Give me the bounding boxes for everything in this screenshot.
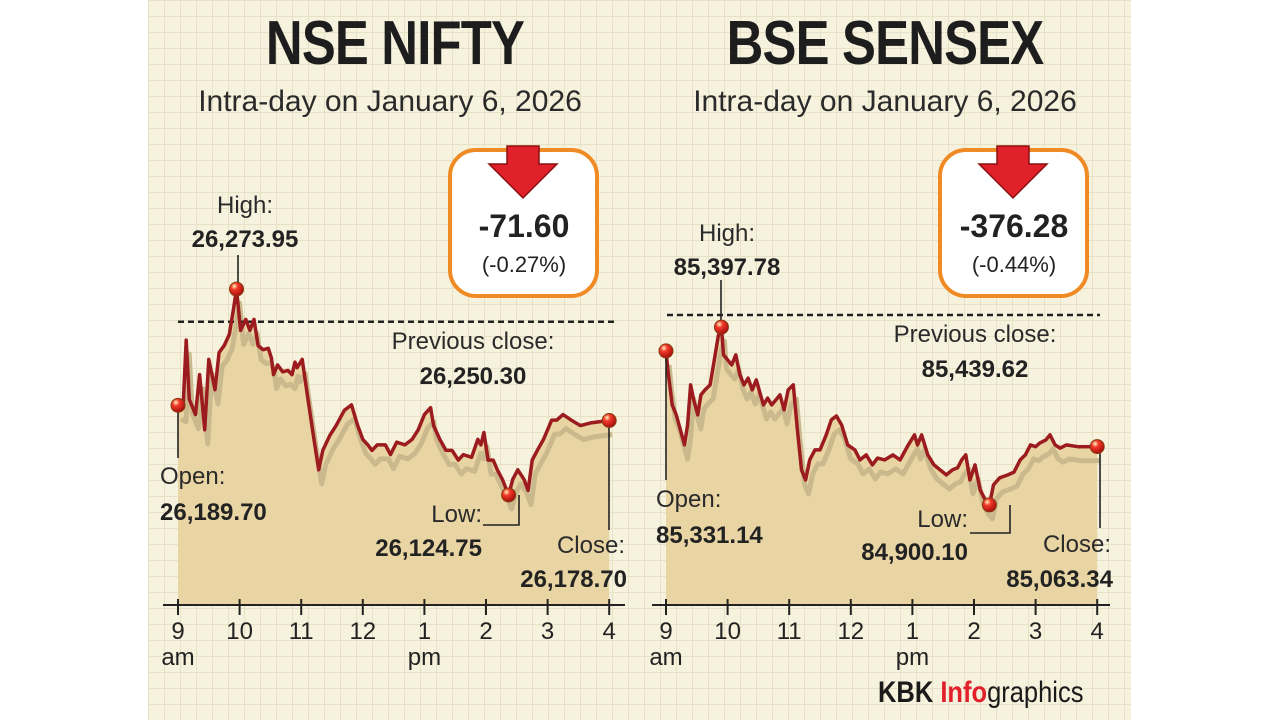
sensex-title: BSE SENSEX <box>726 9 1045 78</box>
sensex-down-arrow-icon <box>977 145 1049 200</box>
nifty-prev-close-value: 26,250.30 <box>419 363 527 390</box>
sensex-change-percent: (-0.44%) <box>971 252 1057 277</box>
sensex-area <box>666 327 1098 605</box>
kbk-infographics-logo: KBK Infographics <box>878 676 1083 710</box>
nifty-high-marker <box>229 281 245 297</box>
nifty-subtitle: Intra-day on January 6, 2026 <box>198 85 582 118</box>
sensex-change-points: -376.28 <box>959 208 1069 244</box>
logo-kbk: KBK <box>878 676 934 709</box>
sensex-high-marker <box>713 319 729 335</box>
sensex-prev-close-label: Previous close: <box>893 321 1057 348</box>
nifty-close-value: 26,178.70 <box>520 566 627 593</box>
nifty-chart <box>163 145 625 615</box>
sensex-tick-label: 4 <box>1090 618 1104 645</box>
nifty-area <box>178 289 610 605</box>
sensex-tick-am: am <box>649 644 683 671</box>
nifty-tick-label: 4 <box>602 618 616 645</box>
sensex-tick-label: 9 <box>659 618 673 645</box>
sensex-tick-label: 10 <box>714 618 741 645</box>
sensex-tick-label: 2 <box>967 618 981 645</box>
sensex-close-label: Close: <box>1042 531 1111 558</box>
nifty-low-marker <box>501 487 517 503</box>
sensex-low-connector <box>970 505 1011 534</box>
nifty-tick-label: 3 <box>540 618 555 645</box>
logo-info: Info <box>940 676 988 709</box>
sensex-tick-pm: pm <box>895 644 930 671</box>
nifty-open-label: Open: <box>160 463 226 490</box>
nifty-close-marker <box>601 413 617 429</box>
sensex-low-marker <box>981 497 997 513</box>
nifty-low-label: Low: <box>431 501 482 528</box>
sensex-chart <box>652 145 1110 615</box>
nifty-open-marker <box>170 397 186 413</box>
nifty-tick-label: 1 <box>417 618 432 645</box>
sensex-open-value: 85,331.14 <box>656 522 763 549</box>
nifty-tick-label: 9 <box>171 618 185 645</box>
nifty-low-value: 26,124.75 <box>375 535 482 562</box>
sensex-low-label: Low: <box>917 506 968 533</box>
nifty-change-points: -71.60 <box>478 208 570 244</box>
sensex-close-marker <box>1089 439 1105 455</box>
nifty-tick-am: am <box>161 644 195 671</box>
nifty-tick-label: 11 <box>288 618 314 645</box>
nifty-change-percent: (-0.27%) <box>481 252 567 277</box>
nifty-title: NSE NIFTY <box>265 9 525 78</box>
sensex-subtitle: Intra-day on January 6, 2026 <box>693 85 1077 118</box>
sensex-prev-close-value: 85,439.62 <box>921 356 1029 383</box>
nifty-down-arrow-icon <box>487 145 559 200</box>
nifty-prev-close-label: Previous close: <box>391 328 555 355</box>
nifty-tick-label: 2 <box>479 618 493 645</box>
sensex-close-value: 85,063.34 <box>1006 566 1113 593</box>
nifty-open-value: 26,189.70 <box>160 499 267 526</box>
sensex-tick-label: 11 <box>776 618 802 645</box>
nifty-low-connector <box>483 495 520 526</box>
logo-graphics: graphics <box>987 676 1084 709</box>
sensex-high-value: 85,397.78 <box>673 254 781 281</box>
sensex-open-label: Open: <box>656 486 722 513</box>
nifty-high-value: 26,273.95 <box>191 226 299 253</box>
nifty-high-label: High: <box>216 192 274 219</box>
nifty-close-label: Close: <box>556 532 625 559</box>
nifty-tick-label: 10 <box>226 618 253 645</box>
sensex-high-label: High: <box>698 220 756 247</box>
sensex-tick-label: 1 <box>905 618 920 645</box>
sensex-low-value: 84,900.10 <box>861 539 968 566</box>
sensex-tick-label: 12 <box>837 618 865 645</box>
sensex-open-marker <box>658 343 674 359</box>
nifty-tick-pm: pm <box>407 644 442 671</box>
sensex-tick-label: 3 <box>1028 618 1043 645</box>
nifty-tick-label: 12 <box>349 618 377 645</box>
